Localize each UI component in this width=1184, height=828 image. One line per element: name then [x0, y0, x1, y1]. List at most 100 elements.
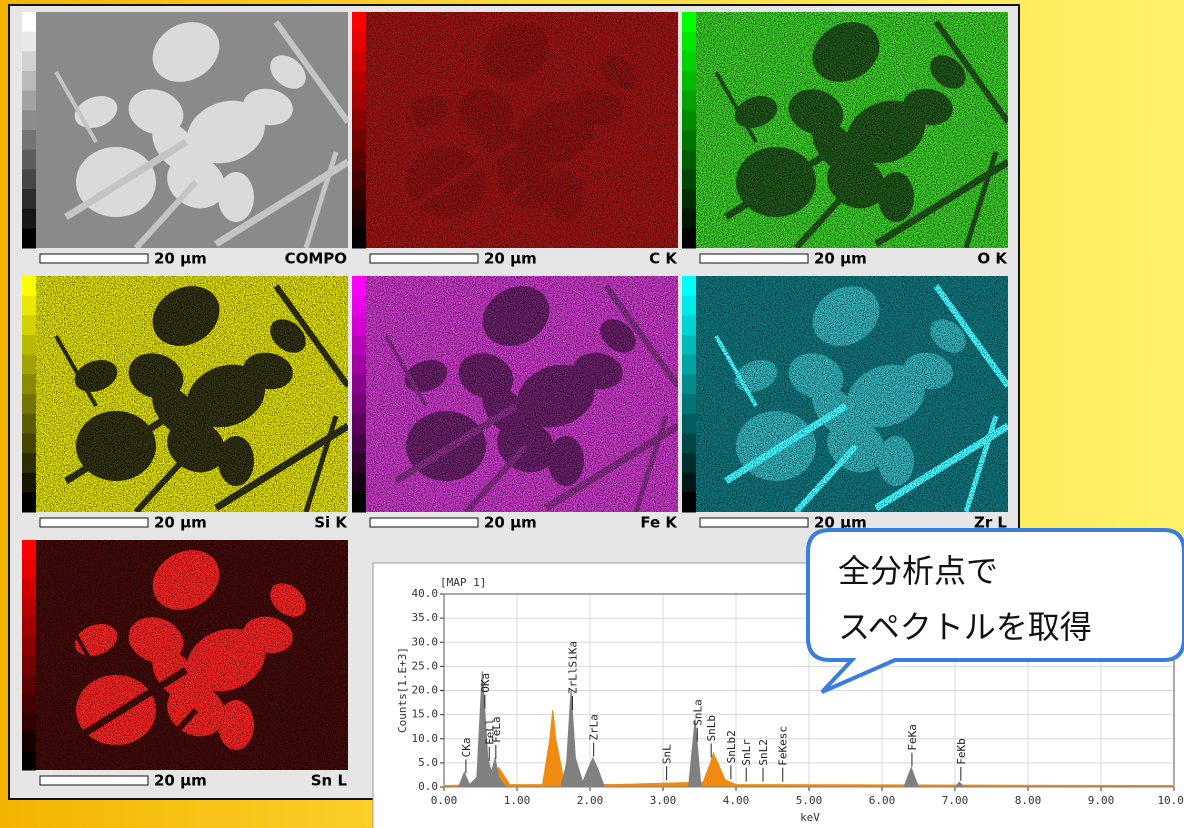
color-scale-step: [22, 189, 36, 209]
scale-label: 20 µm: [154, 772, 207, 790]
color-scale-step: [352, 189, 366, 209]
scale-bar: [40, 776, 148, 785]
color-scale-step: [22, 12, 36, 32]
color-scale-step: [22, 355, 36, 375]
color-scale-step: [22, 276, 36, 296]
map: 20 µmCOMPO: [22, 10, 348, 267]
map-content: [36, 10, 348, 248]
map-image: [36, 538, 348, 776]
color-scale-step: [352, 394, 366, 414]
x-tick-label: 4.00: [723, 794, 750, 807]
color-scale-step: [352, 453, 366, 473]
color-scale-step: [352, 433, 366, 453]
x-tick-label: 2.00: [577, 794, 604, 807]
color-scale-step: [682, 71, 696, 91]
element-label: COMPO: [285, 250, 347, 268]
scale-bar: [700, 518, 808, 527]
peak-label: SnLb2: [725, 730, 738, 763]
peak-label: FeKesc: [777, 726, 790, 766]
x-tick-label: 9.00: [1088, 794, 1115, 807]
color-scale-step: [352, 296, 366, 316]
map-content: [696, 10, 1008, 248]
color-scale-step: [22, 394, 36, 414]
color-scale-step: [22, 32, 36, 52]
phase-region: [548, 172, 584, 222]
phase-region: [218, 172, 254, 222]
color-scale-step: [22, 91, 36, 111]
color-scale-step: [22, 473, 36, 493]
color-scale-step: [682, 91, 696, 111]
map-content: [366, 274, 678, 512]
color-scale-step: [352, 228, 366, 248]
peak-label: SnL2: [757, 739, 770, 766]
color-scale-step: [682, 355, 696, 375]
color-scale-step: [682, 315, 696, 335]
color-scale-step: [682, 394, 696, 414]
color-scale-step: [22, 540, 36, 560]
color-scale-step: [352, 473, 366, 493]
color-scale-step: [22, 169, 36, 189]
map: 20 µm Sn L: [22, 538, 348, 789]
phase-region: [218, 436, 254, 486]
map-content: [36, 538, 348, 776]
peak-label: CKa: [460, 737, 473, 757]
color-scale-step: [22, 315, 36, 335]
color-scale-step: [352, 110, 366, 130]
color-scale-step: [22, 374, 36, 394]
color-scale-step: [22, 150, 36, 170]
color-scale-step: [22, 296, 36, 316]
color-scale-step: [682, 433, 696, 453]
color-scale-step: [682, 169, 696, 189]
peak-label: FeLa: [490, 716, 503, 743]
color-scale-step: [22, 492, 36, 512]
map-image: [366, 274, 678, 512]
color-scale-step: [682, 130, 696, 150]
scale-label: 20 µm: [814, 250, 867, 268]
color-scale-step: [22, 655, 36, 675]
color-scale-step: [682, 228, 696, 248]
map-content: [36, 274, 348, 512]
y-tick-label: 10.0: [412, 732, 439, 745]
color-scale-step: [682, 32, 696, 52]
scale-bar: [370, 518, 478, 527]
callout-line: 全分析点で: [838, 552, 998, 590]
x-tick-label: 6.00: [869, 794, 896, 807]
element-label: C K: [649, 250, 678, 268]
color-scale-step: [352, 276, 366, 296]
element-label: Si K: [314, 514, 348, 532]
peak-label: FeKa: [906, 724, 919, 751]
color-scale-step: [682, 296, 696, 316]
page: 20 µmCOMPO 20 µm C K 20 µm O K 20 µmSi K20 µm…: [0, 0, 1184, 828]
peak-label: FeKb: [955, 738, 968, 765]
color-scale-step: [22, 751, 36, 771]
color-scale-step: [22, 732, 36, 752]
element-label: Sn L: [311, 772, 348, 790]
slide: 20 µmCOMPO 20 µm C K 20 µm O K 20 µmSi K20 µm…: [0, 0, 1184, 828]
phase-region: [878, 172, 914, 222]
color-scale-step: [22, 693, 36, 713]
x-tick-label: 8.00: [1015, 794, 1042, 807]
color-scale-step: [682, 453, 696, 473]
color-scale-step: [352, 51, 366, 71]
color-scale-step: [22, 71, 36, 91]
peak-label: SnLb: [705, 715, 718, 742]
phase-region: [548, 436, 584, 486]
scale-bar: [700, 254, 808, 263]
color-scale-step: [22, 433, 36, 453]
map-image: [36, 274, 348, 512]
color-scale-step: [682, 51, 696, 71]
callout-line: スペクトルを取得: [838, 608, 1092, 646]
element-label: O K: [977, 250, 1008, 268]
scale-bar: [40, 254, 148, 263]
element-label: Fe K: [640, 514, 678, 532]
scale-bar: [370, 254, 478, 263]
x-tick-label: 0.00: [431, 794, 458, 807]
y-tick-label: 5.0: [418, 756, 438, 769]
peak-label: SnLr: [740, 739, 753, 766]
color-scale-step: [352, 12, 366, 32]
color-scale-step: [22, 559, 36, 579]
color-scale-step: [352, 32, 366, 52]
color-scale-step: [352, 130, 366, 150]
